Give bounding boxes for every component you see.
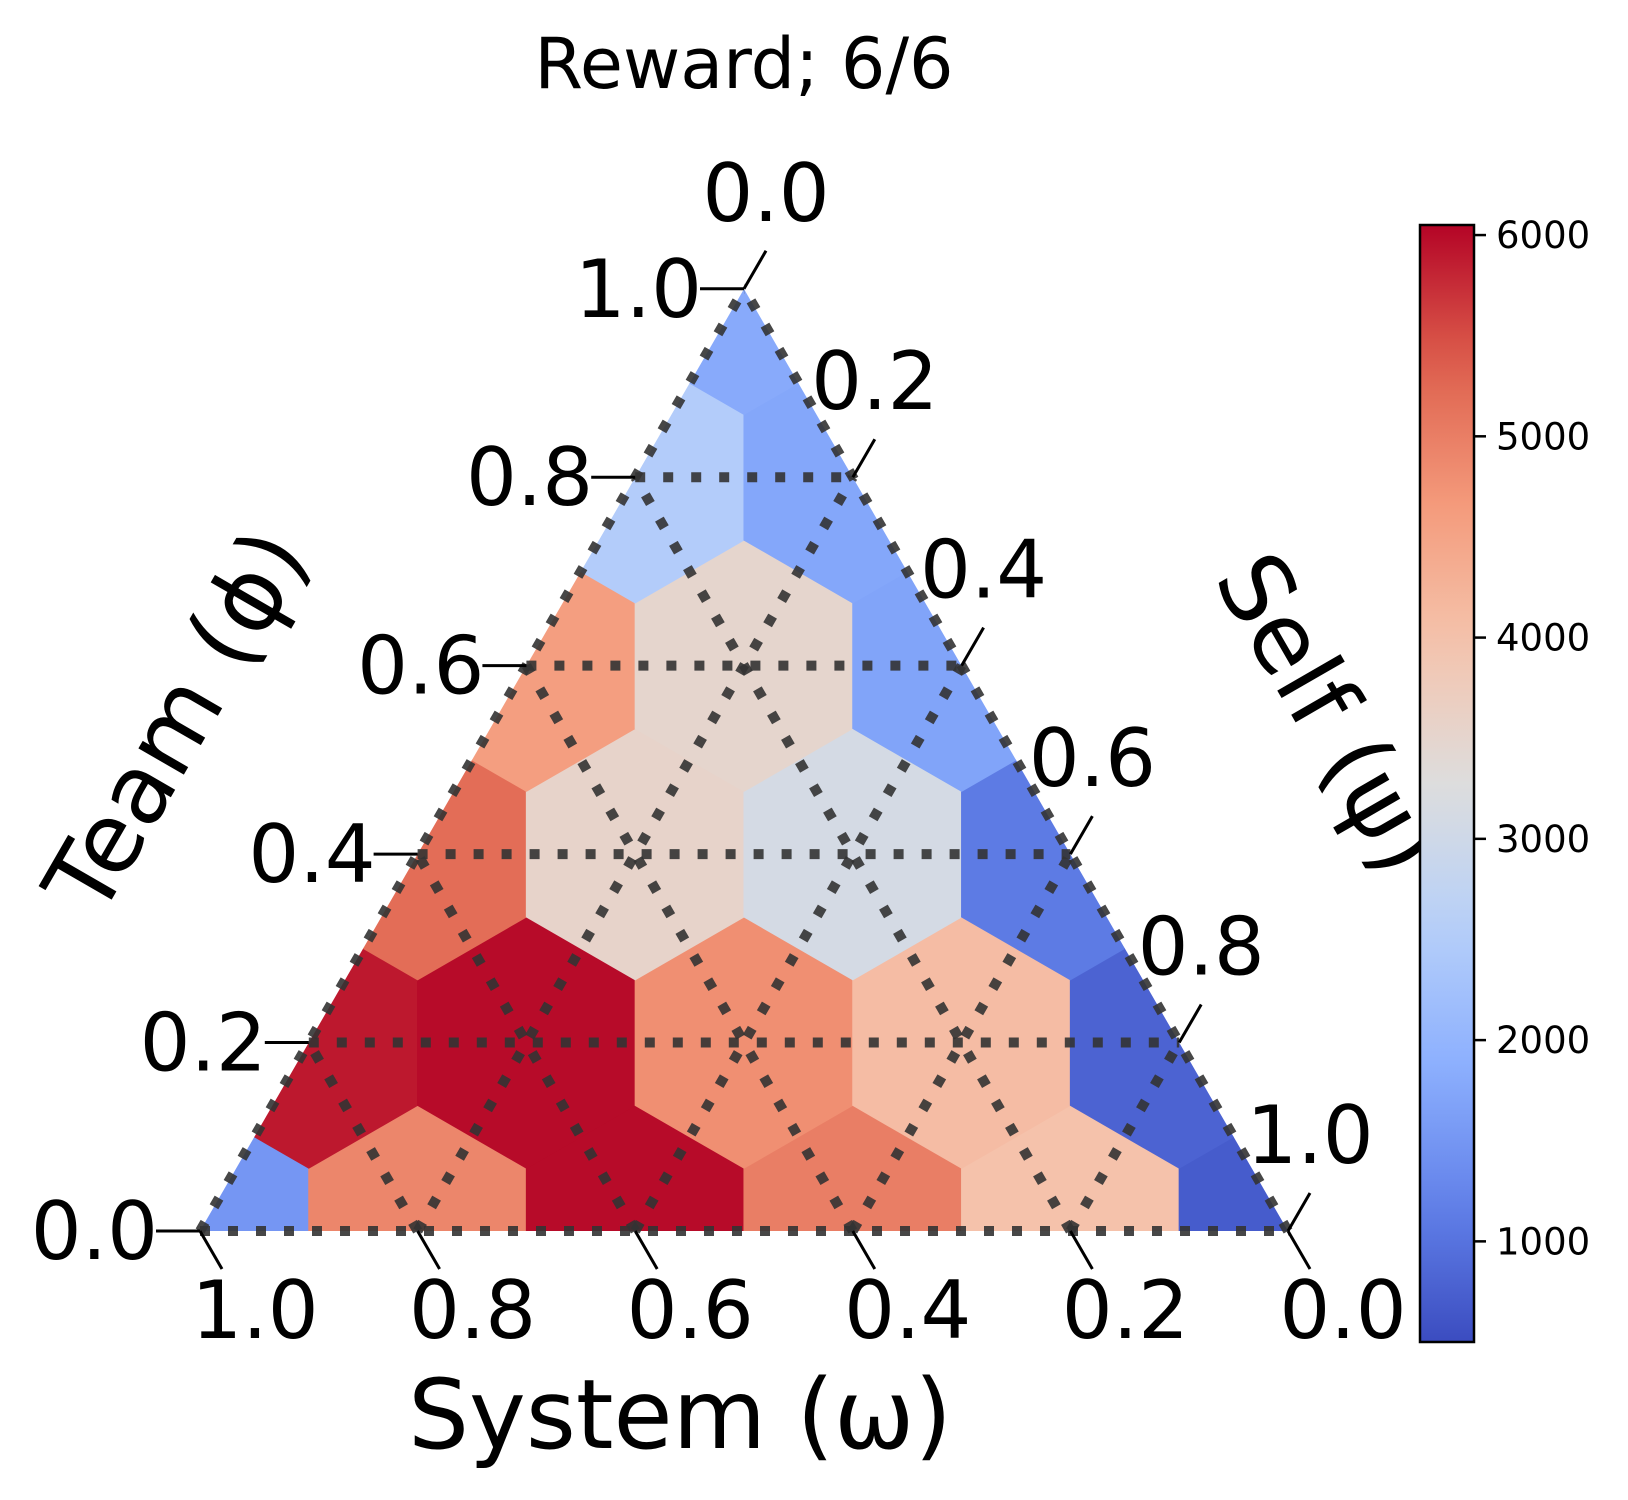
grid-line-system bbox=[304, 1040, 422, 1234]
hex-cell bbox=[743, 1104, 963, 1231]
right-tick-label: 0.4 bbox=[920, 524, 1047, 617]
hex-cell bbox=[417, 916, 636, 1169]
hex-cell bbox=[1178, 1104, 1288, 1231]
colorbar-tick-label: 3000 bbox=[1496, 818, 1590, 861]
hex-cell bbox=[961, 1104, 1180, 1231]
axis-tick bbox=[742, 250, 768, 290]
colorbar-tick-label: 5000 bbox=[1496, 415, 1590, 458]
right-tick-label: 0.8 bbox=[1138, 901, 1265, 994]
axis-tick bbox=[1069, 815, 1094, 855]
grid-lines bbox=[195, 286, 1293, 1236]
axis-tick bbox=[416, 1230, 441, 1270]
colorbar-tick-label: 6000 bbox=[1496, 214, 1590, 257]
axis-tick bbox=[198, 1230, 224, 1270]
hex-cell bbox=[308, 1104, 527, 1231]
hex-cell bbox=[200, 1104, 310, 1231]
colorbar: 1000 2000 3000 4000 5000 6000 bbox=[1418, 214, 1590, 1344]
colorbar-tick-label: 1000 bbox=[1496, 1220, 1590, 1263]
axis-ticks: 1.0 0.8 0.6 0.4 0.2 0.00.00.20.40.60.81.00.00… bbox=[31, 147, 1407, 1357]
axis-tick bbox=[1177, 1003, 1203, 1044]
axis-tick bbox=[851, 1230, 877, 1270]
left-tick-label: 0.8 bbox=[466, 431, 593, 524]
axis-tick bbox=[851, 438, 877, 478]
grid-line-system bbox=[630, 474, 1075, 1234]
axis-tick bbox=[1286, 1230, 1312, 1270]
hex-cell bbox=[743, 727, 963, 981]
right-tick-label: 1.0 bbox=[1246, 1089, 1373, 1182]
grid-line-self bbox=[413, 474, 858, 1234]
axis-tick bbox=[1286, 1192, 1312, 1232]
bottom-tick-label: 0.8 bbox=[409, 1264, 536, 1357]
bottom-tick-label: 0.0 bbox=[1279, 1264, 1406, 1357]
hex-cell bbox=[525, 1104, 745, 1231]
colorbar-ticks: 1000 2000 3000 4000 5000 6000 bbox=[1474, 214, 1590, 1263]
left-tick-label: 0.0 bbox=[31, 1185, 158, 1278]
bottom-tick-label: 0.6 bbox=[627, 1264, 754, 1357]
bottom-tick-label: 0.2 bbox=[1062, 1264, 1189, 1357]
right-tick-label: 0.2 bbox=[811, 335, 938, 428]
axis-tick bbox=[1069, 1230, 1094, 1270]
chart-title: Reward; 6/6 bbox=[534, 23, 953, 105]
axis-tick bbox=[960, 626, 985, 667]
left-tick-label: 0.4 bbox=[248, 808, 375, 901]
hex-cell bbox=[525, 727, 745, 981]
left-tick-label: 0.2 bbox=[140, 997, 267, 1090]
left-tick-label: 0.6 bbox=[357, 620, 484, 713]
hex-cell bbox=[634, 916, 854, 1169]
right-tick-label: 0.6 bbox=[1029, 712, 1156, 805]
bottom-axis-label: System (ω) bbox=[408, 1359, 952, 1471]
colorbar-tick-label: 4000 bbox=[1496, 617, 1590, 660]
right-tick-label: 0.0 bbox=[702, 147, 829, 240]
bottom-tick-label: 1.0 bbox=[191, 1264, 318, 1357]
colorbar-tick-label: 2000 bbox=[1496, 1019, 1590, 1062]
bottom-tick-label: 0.4 bbox=[844, 1264, 971, 1357]
colorbar-gradient bbox=[1418, 223, 1476, 1344]
axis-tick bbox=[633, 1230, 659, 1270]
grid-line-self bbox=[1066, 1040, 1184, 1234]
hex-cells bbox=[200, 289, 1288, 1231]
left-tick-label: 1.0 bbox=[575, 243, 702, 336]
